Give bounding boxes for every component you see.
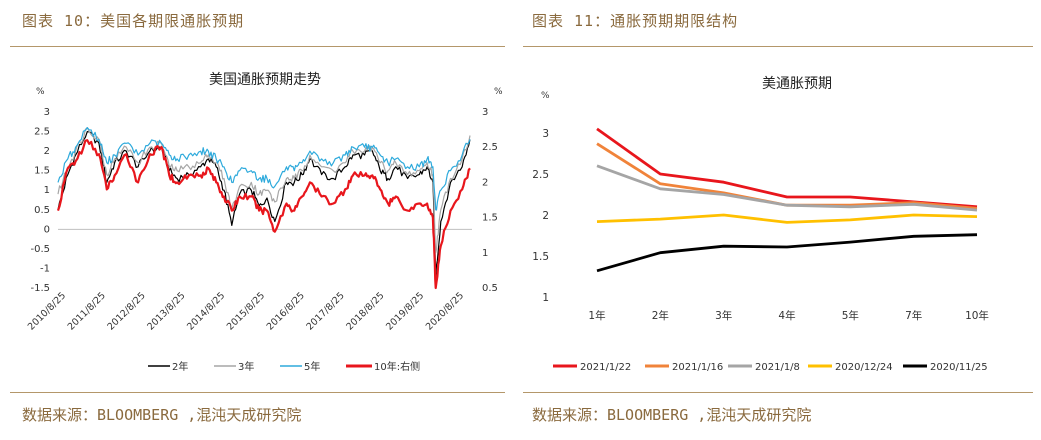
right-figure-caption: 图表 11：通胀预期期限结构 [532, 12, 739, 30]
left-y-tick-label: -0.5 [30, 244, 50, 255]
x-tick-label: 2015/8/25 [225, 290, 267, 332]
series-line-1 [596, 127, 978, 209]
left-y-tick-label: -1.5 [30, 283, 50, 294]
legend-label: 2021/1/16 [672, 362, 723, 373]
left-source-note: 数据来源：BLOOMBERG ,混沌天成研究院 [22, 406, 302, 424]
legend-label: 3年 [238, 360, 254, 373]
y-tick-label: 1 [542, 292, 549, 304]
legend-label: 5年 [304, 360, 320, 373]
x-tick-label: 2012/8/25 [105, 290, 147, 332]
right-source-note: 数据来源：BLOOMBERG ,混沌天成研究院 [532, 406, 812, 424]
legend-label: 2021/1/22 [580, 362, 631, 373]
y-tick-label: 2 [542, 210, 549, 222]
y-tick-label: 2.5 [532, 169, 549, 181]
series-line-3 [57, 127, 471, 211]
y-tick-label: 1.5 [532, 251, 549, 263]
x-tick-label: 2019/8/25 [384, 290, 426, 332]
left-y-tick-label: 0.5 [34, 205, 50, 216]
x-tick-label: 2013/8/25 [145, 290, 187, 332]
y-tick-label: 3 [542, 128, 549, 140]
series-line-1 [57, 131, 471, 277]
legend-label: 2020/11/25 [930, 362, 988, 373]
series-line-4 [596, 213, 978, 224]
x-category-label: 10年 [965, 309, 989, 322]
right-axis-unit: % [494, 87, 503, 97]
series-line-2 [57, 127, 471, 254]
inflation-trend-chart: 美国通胀预期走势% % -1.5 -1 -0.5 0 0.5 1 1.5 2 2.5 3 0.5 1 1.5… [26, 72, 503, 373]
left-source-rule [10, 392, 505, 393]
right-y-tick-label: 1 [482, 248, 488, 259]
left-axis-unit: % [36, 87, 45, 97]
x-category-label: 7年 [905, 309, 922, 322]
inflation-term-structure-chart: 美通胀预期% 1 1.5 2 2.5 3 1年 2年 3年 4年 5年 7年 10年 2021/1/22 2… [532, 76, 989, 373]
series-line-3 [596, 164, 978, 212]
x-category-label: 2年 [652, 309, 669, 322]
left-y-tick-label: 0 [44, 224, 50, 235]
right-y-tick-label: 2.5 [482, 142, 498, 153]
legend-label: 2020/12/24 [835, 362, 893, 373]
left-y-tick-label: 3 [44, 107, 50, 118]
x-tick-label: 2011/8/25 [66, 290, 108, 332]
x-tick-label: 2017/8/25 [304, 290, 346, 332]
left-y-tick-label: 2 [44, 146, 50, 157]
left-y-tick-label: 1.5 [34, 166, 50, 177]
series-line-2 [596, 142, 978, 210]
x-tick-label: 2016/8/25 [265, 290, 307, 332]
x-tick-label: 2014/8/25 [185, 290, 227, 332]
legend-label: 2年 [172, 360, 188, 373]
legend-label: 10年:右侧 [374, 360, 420, 373]
series-line-4 [56, 139, 471, 290]
right-caption-rule [523, 46, 1033, 47]
series-line-5 [596, 233, 978, 273]
x-category-label: 1年 [588, 309, 605, 322]
chart-title: 美国通胀预期走势 [209, 72, 321, 88]
right-y-tick-label: 3 [482, 107, 488, 118]
x-category-label: 5年 [842, 309, 859, 322]
left-y-tick-label: -1 [40, 263, 50, 274]
left-figure-caption: 图表 10：美国各期限通胀预期 [22, 12, 245, 30]
right-y-tick-label: 1.5 [482, 213, 498, 224]
left-y-tick-label: 1 [44, 185, 50, 196]
x-tick-label: 2010/8/25 [26, 290, 68, 332]
left-caption-rule [10, 46, 505, 47]
x-category-label: 3年 [715, 309, 732, 322]
x-tick-label: 2020/8/25 [424, 290, 466, 332]
right-y-tick-label: 2 [482, 177, 488, 188]
right-y-tick-label: 0.5 [482, 283, 498, 294]
header: 图表 10：美国各期限通胀预期 图表 11：通胀预期期限结构 [0, 0, 1041, 46]
y-axis-unit: % [541, 91, 550, 101]
right-source-rule [523, 392, 1033, 393]
legend-label: 2021/1/8 [755, 362, 800, 373]
left-y-tick-label: 2.5 [34, 127, 50, 138]
chart-title: 美通胀预期 [762, 76, 832, 92]
x-tick-label: 2018/8/25 [344, 290, 386, 332]
x-category-label: 4年 [778, 309, 795, 322]
